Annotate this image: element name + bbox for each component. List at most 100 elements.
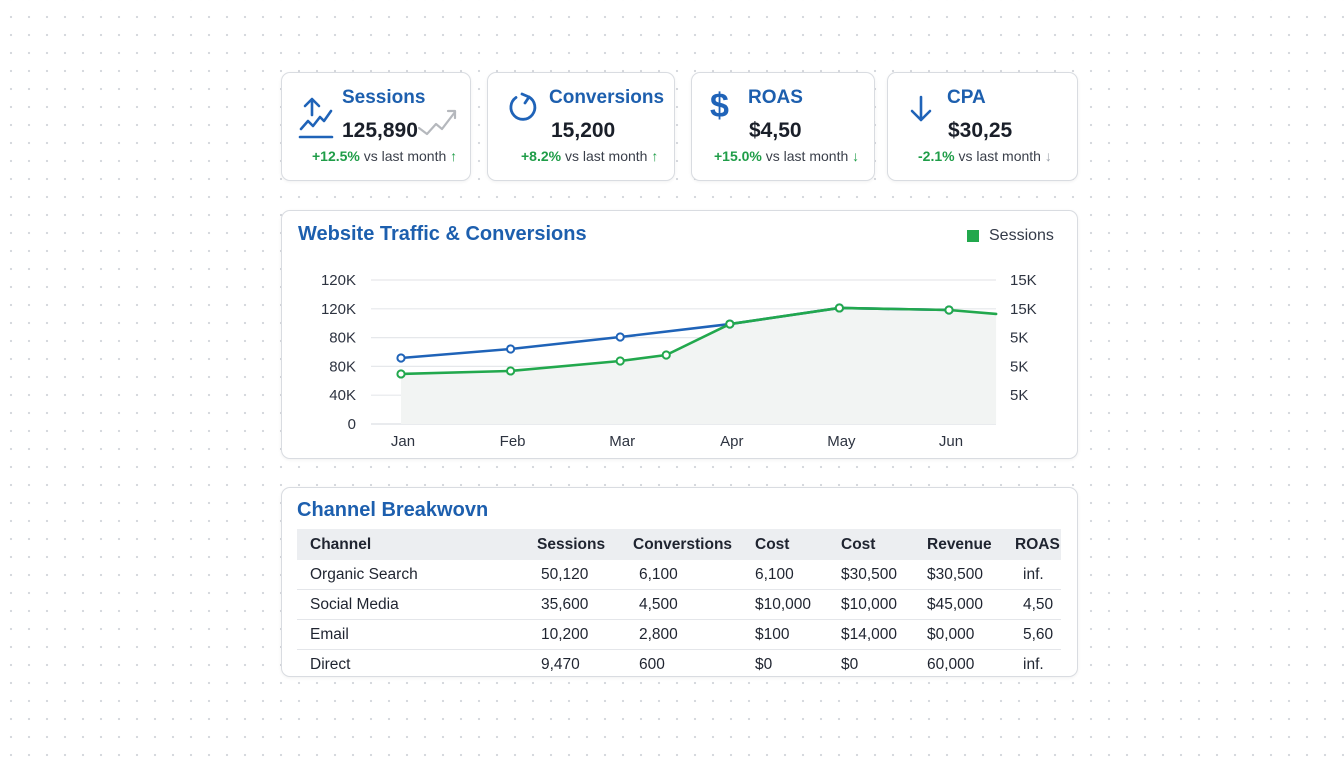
cell-cost-2: $14,000 [841, 619, 927, 650]
kpi-delta: +12.5% vs last month ↑ [312, 148, 457, 164]
column-header-conversions[interactable]: Converstions [633, 529, 755, 560]
cell-cost-2: $0 [841, 655, 859, 673]
column-header-cost[interactable]: Cost [755, 529, 841, 560]
cell-cost: $10,000 [755, 589, 841, 620]
cell-roas: inf. [1023, 655, 1044, 673]
traffic-line-chart[interactable]: 120K 120K 80K 80K 40K 0 15K 15K 5K 5K 5K Jan Feb Mar A… [282, 211, 1077, 458]
kpi-delta-percent: +12.5% [312, 148, 360, 164]
data-point-sessions [396, 353, 406, 363]
kpi-card-sessions[interactable]: Sessions 125,890 +12.5% vs last month ↑ [281, 72, 471, 181]
trend-up-icon: ↑ [450, 148, 458, 164]
column-header-cost-2[interactable]: Cost [841, 529, 927, 560]
data-point-conversions [506, 366, 516, 376]
data-point-conversions [661, 350, 671, 360]
column-header-revenue[interactable]: Revenue [927, 529, 1015, 560]
cell-sessions: 35,600 [537, 589, 633, 620]
cell-roas: inf. [1015, 560, 1061, 590]
data-point-conversions [834, 303, 845, 313]
kpi-delta-suffix: vs last month [958, 148, 1041, 164]
y-axis-tick-right: 5K [1010, 330, 1028, 347]
series-area-conversions [401, 307, 997, 424]
kpi-card-roas[interactable]: $ ROAS $4,50 +15.0% vs last month ↓ [691, 72, 875, 181]
y-axis-tick-right: 5K [1010, 358, 1028, 375]
table-row[interactable]: Direct 9,470 600 $0 $0 60,000 inf. [297, 650, 1061, 680]
cell-channel: Social Media [297, 589, 537, 620]
kpi-card-cpa[interactable]: CPA $30,25 -2.1% vs last month ↓ [887, 72, 1078, 181]
x-axis-tick: May [827, 433, 856, 450]
x-axis-tick: Feb [500, 433, 526, 450]
trend-down-icon: ↓ [1044, 148, 1052, 164]
x-axis-tick: Jan [391, 433, 415, 450]
kpi-delta-suffix: vs last month [765, 148, 849, 164]
y-axis-tick-right: 15K [1010, 272, 1037, 289]
kpi-title: ROAS [748, 87, 803, 108]
kpi-value: $30,25 [948, 119, 1013, 142]
x-axis-tick: Mar [609, 433, 635, 450]
data-point-conversions [944, 305, 954, 315]
y-axis-tick-left: 80K [329, 330, 356, 347]
table-title: Channel Breakwovn [297, 499, 489, 521]
arrow-down-icon [910, 95, 932, 122]
cell-revenue: $45,000 [927, 589, 1015, 620]
kpi-delta-suffix: vs last month [564, 148, 648, 164]
kpi-value: 125,890 [342, 119, 418, 142]
y-axis-tick-right: 15K [1010, 301, 1037, 318]
kpi-title: CPA [947, 87, 986, 108]
kpi-delta: -2.1% vs last month ↓ [918, 148, 1052, 164]
y-axis-tick-left: 80K [329, 358, 356, 375]
chart-title: Website Traffic & Conversions [298, 223, 587, 245]
cell-revenue: 60,000 [927, 655, 975, 673]
kpi-delta-percent: -2.1% [918, 148, 955, 164]
cell-revenue: $30,500 [927, 560, 1015, 590]
cell-cost: $100 [755, 619, 841, 650]
x-axis-tick: Jun [939, 433, 963, 450]
kpi-value: $4,50 [749, 119, 802, 142]
table-row[interactable]: Social Media 35,600 4,500 $10,000 $10,000 $45… [297, 589, 1061, 620]
kpi-delta-percent: +8.2% [521, 148, 562, 164]
y-axis-tick-left: 40K [329, 387, 356, 404]
kpi-title: Sessions [342, 87, 426, 108]
cell-channel: Email [297, 619, 537, 650]
sparkline-icon [418, 109, 457, 136]
cell-revenue: $0,000 [927, 619, 1015, 650]
trending-up-icon [298, 97, 334, 139]
legend-label-sessions: Sessions [989, 227, 1054, 244]
data-point-sessions [506, 344, 516, 354]
data-point-conversions [725, 319, 735, 329]
data-point-conversions [396, 369, 406, 379]
table-row[interactable]: Email 10,200 2,800 $100 $14,000 $0,000 5,60 [297, 619, 1061, 650]
cell-conversions: 2,800 [633, 619, 755, 650]
column-header-roas[interactable]: ROAS [1015, 529, 1061, 560]
series-line-conversions [399, 306, 998, 376]
cell-roas: 5,60 [1015, 619, 1061, 650]
channel-table: Channel Sessions Converstions Cost Cost … [297, 529, 1061, 679]
y-axis-tick-left: 120K [321, 301, 356, 318]
chart-legend[interactable]: Sessions [967, 227, 1054, 245]
y-axis-tick-left: 120K [321, 272, 356, 289]
trend-down-icon: ↓ [852, 148, 860, 164]
table-header-row: Channel Sessions Converstions Cost Cost … [297, 529, 1061, 560]
cell-sessions: 10,200 [537, 619, 633, 650]
kpi-delta-suffix: vs last month [363, 148, 447, 164]
data-point-sessions [615, 332, 625, 342]
cell-conversions: 6,100 [633, 560, 755, 590]
y-axis-tick-left: 0 [348, 416, 356, 433]
dollar-icon: $ [710, 87, 729, 125]
kpi-value: 15,200 [551, 119, 616, 142]
data-point-conversions [615, 356, 625, 366]
table-row[interactable]: Organic Search 50,120 6,100 6,100 $30,500 $30… [297, 560, 1061, 590]
kpi-delta-percent: +15.0% [714, 148, 762, 164]
cell-conversions: 600 [639, 655, 665, 673]
cell-cost-2: $30,500 [841, 560, 927, 590]
y-axis-tick-right: 5K [1010, 387, 1028, 404]
kpi-card-conversions[interactable]: Conversions 15,200 +8.2% vs last month ↑ [487, 72, 675, 181]
column-header-sessions[interactable]: Sessions [537, 529, 633, 560]
cell-roas: 4,50 [1015, 589, 1061, 620]
cell-cost: 6,100 [755, 560, 841, 590]
legend-swatch-sessions [967, 230, 979, 242]
refresh-icon [509, 92, 537, 121]
channel-breakdown-card: Channel Breakwovn Channel Sessions Conve… [281, 487, 1078, 677]
column-header-channel[interactable]: Channel [297, 529, 537, 560]
cell-channel: Direct [310, 655, 351, 673]
kpi-delta: +15.0% vs last month ↓ [714, 148, 859, 164]
